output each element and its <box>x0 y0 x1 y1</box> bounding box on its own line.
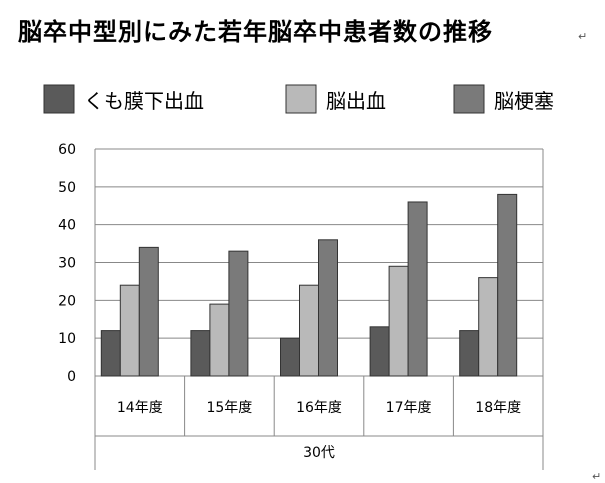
legend-swatch <box>43 84 75 114</box>
bar <box>407 201 428 377</box>
legend-swatch <box>453 84 485 114</box>
bar <box>388 265 409 377</box>
paragraph-mark-icon: ↵ <box>578 30 588 43</box>
bar <box>478 277 499 377</box>
x-tick-label: 14年度 <box>117 400 163 416</box>
legend: くも膜下出血 脳出血 脳梗塞 <box>43 84 554 114</box>
legend-label: 脳出血 <box>326 89 386 113</box>
y-tick-label: 60 <box>58 142 76 158</box>
bar <box>369 326 390 377</box>
legend-label: 脳梗塞 <box>494 89 554 113</box>
bar <box>119 284 140 377</box>
chart-title: 脳卒中型別にみた若年脳卒中患者数の推移 <box>18 18 493 46</box>
bar <box>280 337 300 377</box>
y-axis: 0 10 20 30 40 50 60 <box>58 142 96 470</box>
bar <box>100 330 121 377</box>
bars <box>100 193 518 377</box>
x-tick-label: 17年度 <box>386 400 432 416</box>
bar <box>209 303 230 377</box>
legend-swatch <box>285 84 317 114</box>
x-group-label: 30代 <box>303 445 335 461</box>
y-tick-label: 20 <box>58 293 76 309</box>
x-tick-label: 18年度 <box>475 400 521 416</box>
bar <box>228 250 249 377</box>
bar <box>318 239 338 377</box>
y-tick-label: 30 <box>58 256 76 272</box>
bar <box>190 330 211 377</box>
y-tick-label: 40 <box>58 218 76 234</box>
y-tick-label: 0 <box>67 369 76 385</box>
bar <box>497 193 518 377</box>
x-tick-label: 16年度 <box>296 400 342 416</box>
x-tick-label: 15年度 <box>206 400 252 416</box>
paragraph-mark-icon: ↵ <box>592 470 602 483</box>
bar <box>299 284 319 377</box>
y-tick-label: 50 <box>58 180 76 196</box>
x-axis: 14年度 15年度 16年度 17年度 18年度 30代 <box>95 149 544 470</box>
bar <box>138 246 159 377</box>
legend-label: くも膜下出血 <box>84 89 204 113</box>
bar <box>459 330 480 377</box>
y-tick-label: 10 <box>58 331 76 347</box>
